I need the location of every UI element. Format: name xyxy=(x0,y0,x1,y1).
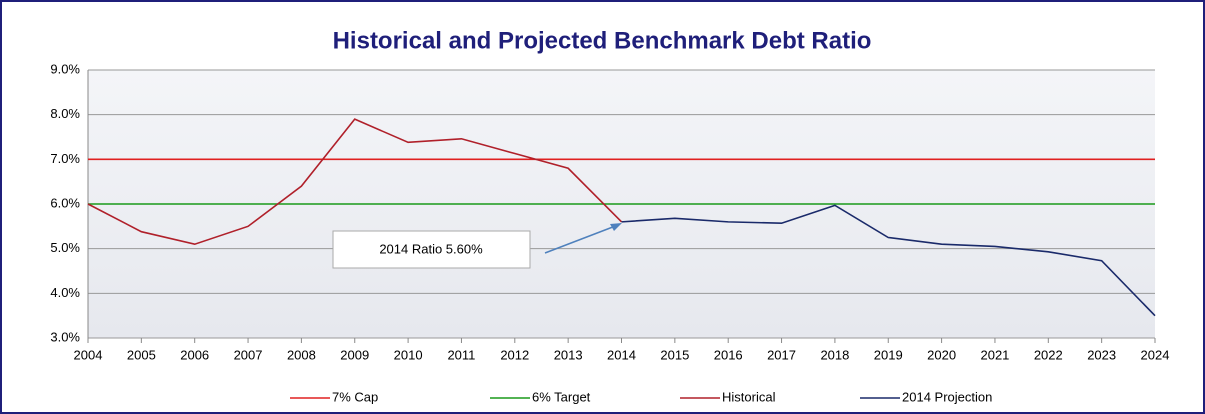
y-tick-label: 3.0% xyxy=(50,329,80,344)
x-tick-label: 2021 xyxy=(980,347,1009,362)
legend-label: 6% Target xyxy=(532,389,591,404)
x-tick-label: 2005 xyxy=(127,347,156,362)
annotation-box xyxy=(332,230,531,269)
y-tick-label: 6.0% xyxy=(50,195,80,210)
arrow-head xyxy=(610,223,622,231)
x-tick-label: 2020 xyxy=(927,347,956,362)
series-line xyxy=(621,204,1156,317)
x-tick-label: 2023 xyxy=(1087,347,1116,362)
x-tick-label: 2024 xyxy=(1141,347,1170,362)
x-tick-label: 2009 xyxy=(340,347,369,362)
series-line xyxy=(87,118,623,246)
x-tick-label: 2013 xyxy=(554,347,583,362)
annotation: 2014 Ratio 5.60% xyxy=(332,223,622,269)
x-tick-label: 2015 xyxy=(660,347,689,362)
y-tick-label: 8.0% xyxy=(50,106,80,121)
x-tick-label: 2017 xyxy=(767,347,796,362)
y-tick-label: 7.0% xyxy=(50,151,80,166)
x-tick-label: 2010 xyxy=(394,347,423,362)
x-tick-label: 2004 xyxy=(74,347,103,362)
legend-label: Historical xyxy=(722,389,776,404)
x-tick-label: 2018 xyxy=(820,347,849,362)
annotation-text: 2014 Ratio 5.60% xyxy=(379,241,483,256)
y-tick-label: 9.0% xyxy=(50,61,80,76)
x-tick-label: 2006 xyxy=(180,347,209,362)
x-tick-label: 2019 xyxy=(874,347,903,362)
x-tick-label: 2011 xyxy=(447,347,475,362)
y-tick-label: 5.0% xyxy=(50,240,80,255)
legend-label: 2014 Projection xyxy=(902,389,992,404)
chart-title: Historical and Projected Benchmark Debt … xyxy=(333,27,872,54)
legend-label: 7% Cap xyxy=(332,389,378,404)
x-tick-label: 2014 xyxy=(607,347,636,362)
x-tick-label: 2012 xyxy=(500,347,529,362)
x-tick-label: 2007 xyxy=(234,347,263,362)
x-tick-label: 2016 xyxy=(714,347,743,362)
y-tick-label: 4.0% xyxy=(50,285,80,300)
x-tick-label: 2008 xyxy=(287,347,316,362)
x-tick-label: 2022 xyxy=(1034,347,1063,362)
annotation-arrow xyxy=(544,224,619,254)
